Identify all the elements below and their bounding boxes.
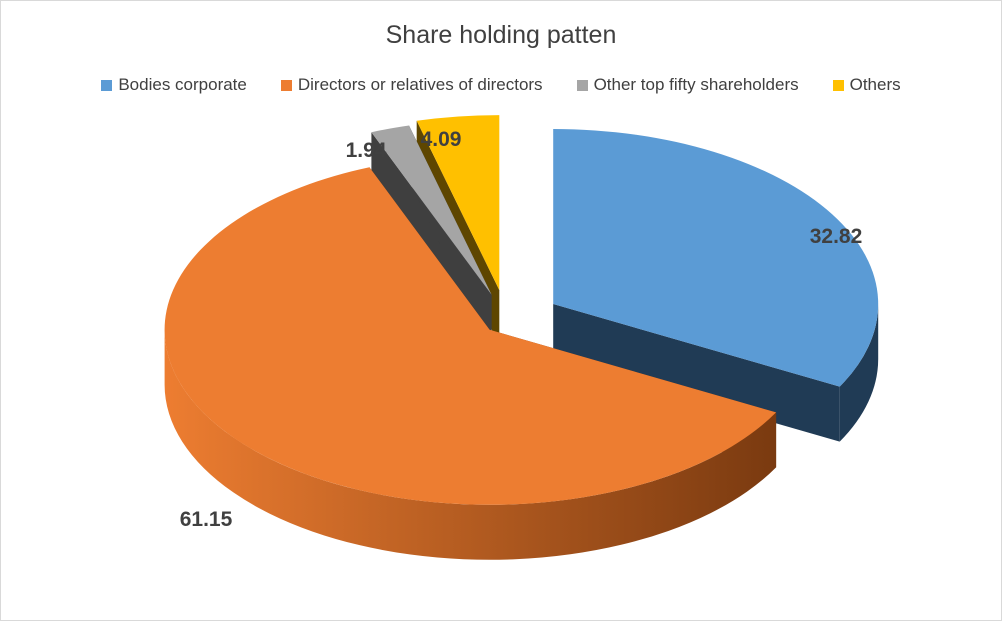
chart-title: Share holding patten (385, 21, 617, 49)
legend-item-bodies-corporate: Bodies corporate (101, 75, 247, 95)
legend-item-others: Others (832, 75, 901, 95)
legend-item-other-top-fifty: Other top fifty shareholders (576, 75, 799, 95)
pie-slice-group (553, 129, 879, 442)
pie-slice (371, 125, 492, 295)
data-label: 4.09 (421, 128, 462, 151)
pie-slice (553, 129, 879, 387)
pie-slice-side (164, 329, 777, 560)
data-label: 61.15 (180, 508, 233, 531)
legend-swatch (101, 79, 113, 91)
data-label: 1.94 (346, 139, 387, 162)
pie-slice (416, 115, 500, 291)
pie-slice (164, 167, 777, 505)
pie-slice-wall (553, 304, 840, 442)
legend-swatch (280, 79, 292, 91)
pie-slice-group (164, 167, 777, 560)
data-label: 32.82 (810, 225, 863, 248)
pie-slice-side (839, 304, 879, 442)
legend-label: Other top fifty shareholders (593, 75, 799, 94)
chart-legend: Bodies corporate Directors or relatives … (1, 75, 1001, 95)
legend-label: Bodies corporate (118, 75, 247, 94)
legend-label: Others (849, 75, 901, 94)
legend-swatch (832, 79, 844, 91)
legend-item-directors: Directors or relatives of directors (280, 75, 543, 95)
legend-label: Directors or relatives of directors (297, 75, 543, 94)
legend-swatch (576, 79, 588, 91)
